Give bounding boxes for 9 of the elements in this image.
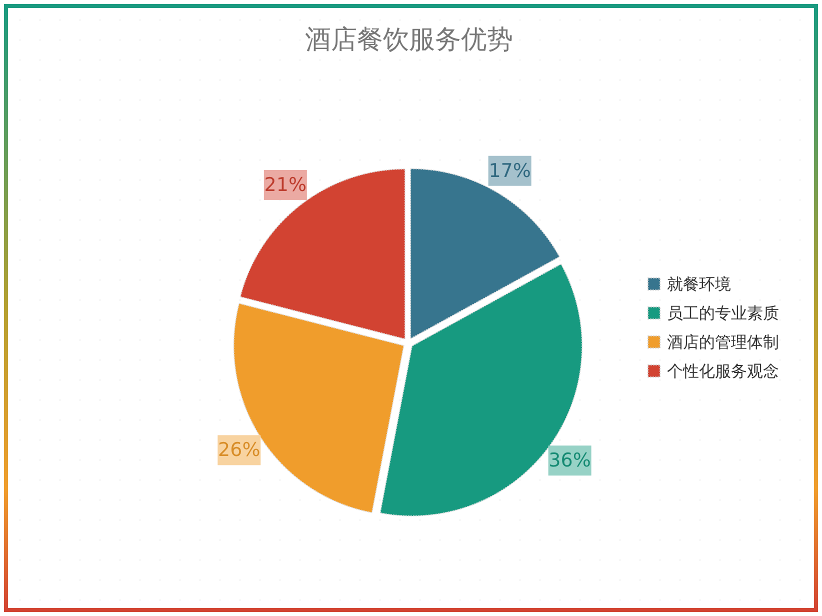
data-label: 17% — [488, 160, 531, 182]
data-label: 26% — [218, 439, 260, 462]
legend-label: 个性化服务观念 — [667, 362, 779, 380]
chart-title: 酒店餐饮服务优势 — [305, 25, 513, 55]
data-label: 36% — [548, 450, 591, 472]
legend-label: 员工的专业素质 — [667, 304, 779, 322]
data-label: 21% — [264, 174, 307, 196]
legend-label: 就餐环境 — [667, 274, 731, 294]
legend-label: 酒店的管理体制 — [667, 332, 779, 352]
